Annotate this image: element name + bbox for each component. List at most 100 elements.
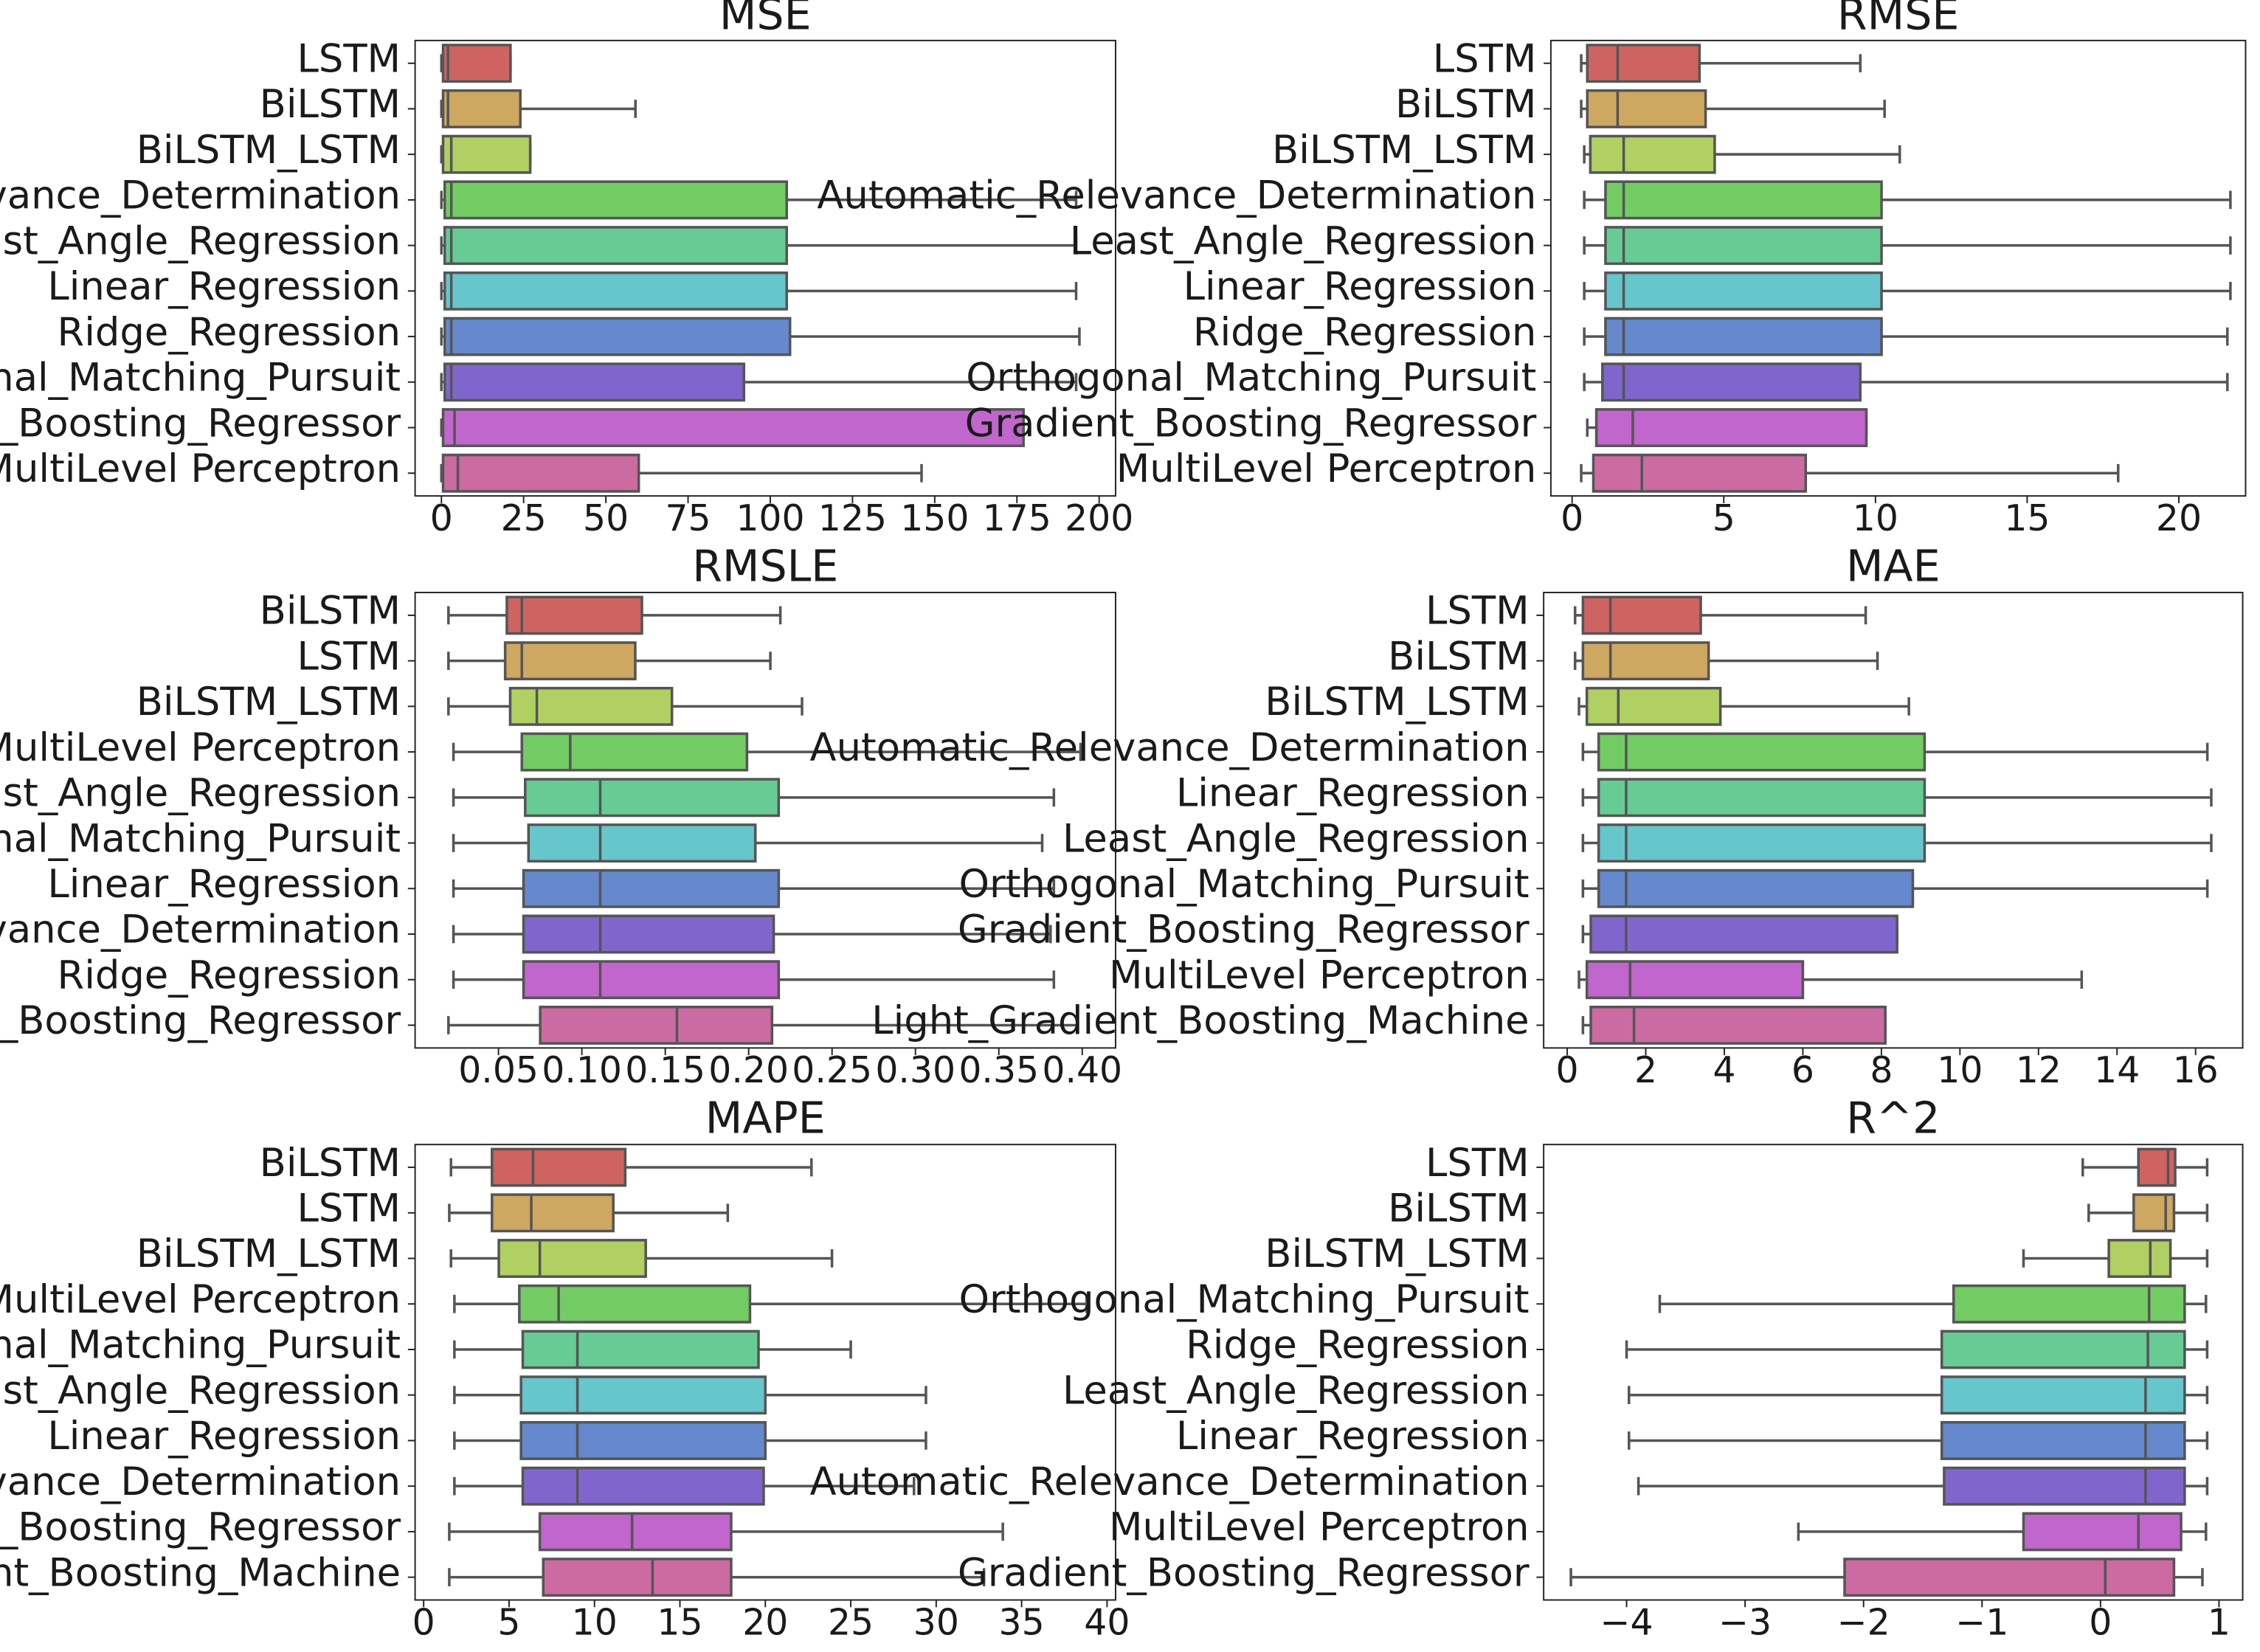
box-2 <box>448 1193 730 1233</box>
chart-panel-6: R^2 LSTMBiLSTMBiLSTM_LSTMOrthogonal_Match… <box>810 1093 2244 1643</box>
chart-panel-2: RMSE LSTMBiLSTMBiLSTM_LSTMAutomatic_Relev… <box>817 0 2247 539</box>
x-tick-label: 100 <box>736 497 804 539</box>
category-label: BiLSTM_LSTM <box>1265 680 1529 725</box>
x-tick-label: 8 <box>1870 1049 1893 1091</box>
box-1 <box>449 1147 813 1187</box>
box-iqr <box>542 1558 733 1597</box>
box-iqr <box>441 44 512 83</box>
x-tick-label: 0.35 <box>958 1049 1039 1091</box>
box-6 <box>453 1375 927 1415</box>
box-iqr <box>1585 960 1805 1000</box>
category-label: Orthogonal_Matching_Pursuit <box>959 1277 1530 1322</box>
category-label: LSTM <box>297 36 401 81</box>
box-2 <box>1573 641 1879 681</box>
box-8 <box>440 362 1078 402</box>
category-label: BiLSTM <box>260 1141 401 1186</box>
box-3 <box>1583 134 1901 174</box>
box-iqr <box>508 686 674 726</box>
category-label: LSTM <box>1426 1141 1530 1186</box>
box-iqr <box>1581 595 1702 635</box>
category-label: MultiLevel Perceptron <box>1116 446 1537 491</box>
x-tick-label: 0.25 <box>792 1049 872 1091</box>
x-tick-label: 0.05 <box>458 1049 539 1091</box>
x-tick-label: 30 <box>913 1601 959 1643</box>
chart-panel-4: MAE LSTMBiLSTMBiLSTM_LSTMAutomatic_Releva… <box>810 541 2244 1091</box>
x-tick-label: 175 <box>983 497 1051 539</box>
category-label: MultiLevel Perceptron <box>1109 953 1530 998</box>
box-1 <box>2081 1147 2209 1187</box>
box-5 <box>1581 778 2213 818</box>
category-label: LSTM <box>297 634 401 679</box>
box-8 <box>1637 1466 2209 1506</box>
category-label: BiLSTM <box>260 589 401 634</box>
box-2 <box>440 89 637 128</box>
category-label: MultiLevel Perceptron <box>0 446 401 491</box>
box-iqr <box>441 408 1025 448</box>
category-label: Ridge_Regression <box>58 953 401 998</box>
box-9 <box>1577 960 2084 1000</box>
box-7 <box>1581 868 2209 908</box>
category-label: LSTM <box>297 1186 401 1231</box>
box-iqr <box>527 823 757 863</box>
plot-frame <box>1549 39 2247 497</box>
box-iqr <box>522 960 781 1000</box>
category-label: Orthogonal_Matching_Pursuit <box>959 862 1530 907</box>
box-6 <box>1627 1375 2209 1415</box>
x-tick-label: 10 <box>572 1601 618 1643</box>
category-label: Orthogonal_Matching_Pursuit <box>0 356 401 401</box>
x-tick-label: 0 <box>412 1601 435 1643</box>
x-tick-label: 2 <box>1634 1049 1657 1091</box>
chart-title: RMSLE <box>692 541 838 591</box>
box-iqr <box>522 868 781 908</box>
box-5 <box>1583 226 2232 266</box>
box-iqr <box>505 595 643 635</box>
chart-title: MAPE <box>705 1093 826 1144</box>
x-tick-label: 15 <box>657 1601 702 1643</box>
category-label: Ridge_Regression <box>58 310 401 355</box>
box-iqr <box>1843 1558 2176 1597</box>
x-tick-label: 25 <box>828 1601 874 1643</box>
box-iqr <box>1604 180 1883 220</box>
category-label: Automatic_Relevance_Determination <box>0 908 401 953</box>
box-6 <box>452 823 1044 863</box>
box-iqr <box>441 89 522 128</box>
x-tick-label: 50 <box>583 497 629 539</box>
box-iqr <box>2132 1193 2176 1233</box>
box-iqr <box>2107 1239 2172 1278</box>
x-tick-label: 10 <box>1937 1049 1983 1091</box>
box-iqr <box>1940 1330 2186 1369</box>
box-3 <box>440 134 532 174</box>
box-iqr <box>1604 271 1883 311</box>
box-iqr <box>518 1284 752 1324</box>
box-1 <box>440 44 512 83</box>
category-label: Ridge_Regression <box>1186 1323 1530 1368</box>
plot-frame <box>1543 592 2244 1049</box>
box-iqr <box>443 271 789 311</box>
box-10 <box>448 1558 986 1597</box>
category-label: BiLSTM <box>260 82 401 127</box>
x-tick-label: 35 <box>999 1601 1045 1643</box>
box-10 <box>1581 1006 1887 1045</box>
box-iqr <box>524 778 781 818</box>
box-iqr <box>1604 317 1883 356</box>
box-iqr <box>503 641 637 681</box>
category-label: Ridge_Regression <box>1193 310 1536 355</box>
box-iqr <box>1940 1420 2186 1460</box>
category-label: Automatic_Relevance_Determination <box>0 1459 401 1504</box>
x-tick-label: 0 <box>430 497 453 539</box>
category-label: LSTM <box>1433 36 1537 81</box>
category-label: Gradient_Boosting_Regressor <box>965 401 1537 446</box>
box-5 <box>452 778 1056 818</box>
box-10 <box>440 453 923 493</box>
x-tick-label: 0 <box>1556 1049 1579 1091</box>
x-tick-label: −4 <box>1600 1601 1653 1643</box>
x-tick-label: 14 <box>2094 1049 2140 1091</box>
box-iqr <box>520 732 749 772</box>
box-iqr <box>1597 778 1926 818</box>
box-iqr <box>1589 134 1716 174</box>
box-iqr <box>522 914 775 954</box>
box-10 <box>1580 453 2120 493</box>
box-iqr <box>1592 453 1808 493</box>
x-tick-label: 10 <box>1853 497 1898 539</box>
